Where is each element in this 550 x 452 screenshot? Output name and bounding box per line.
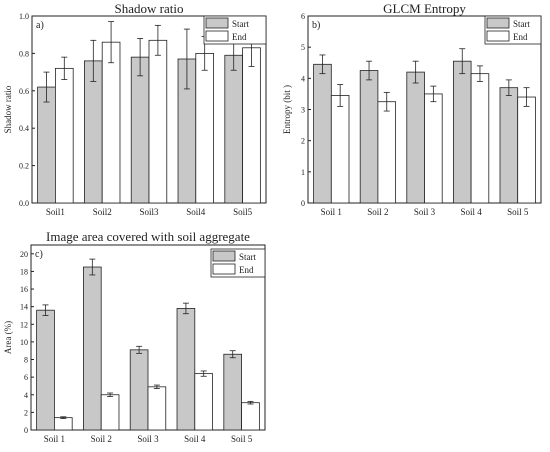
y-tick-label: 20: [20, 250, 28, 259]
y-tick-label: 14: [20, 303, 28, 312]
y-tick-label: 2: [301, 137, 305, 146]
legend-swatch-start: [212, 250, 236, 262]
x-tick-label: Soil3: [139, 207, 159, 217]
y-tick-label: 4: [301, 74, 305, 83]
chart-title: GLCM Entropy: [383, 1, 466, 16]
legend-label-start: Start: [513, 19, 530, 29]
panel-label: c): [35, 249, 43, 260]
y-tick-label: 12: [20, 320, 28, 329]
x-tick-label: Soil 3: [414, 207, 436, 217]
bar-end-3: [147, 386, 167, 431]
legend: Start End: [484, 15, 542, 45]
bar-start-2: [359, 70, 379, 204]
x-tick-label: Soil 2: [367, 207, 388, 217]
legend-label-start: Start: [239, 252, 256, 262]
x-tick-label: Soil4: [186, 207, 206, 217]
bar-end-1: [55, 67, 74, 204]
bar-start-2: [84, 60, 103, 204]
x-tick-label: Soil 1: [44, 434, 65, 444]
chart-panel-3: Image area covered with soil aggregate 0 2…: [3, 229, 266, 444]
bar-end-3: [424, 93, 443, 204]
x-tick-label: Soil 4: [184, 434, 206, 444]
y-axis-label: Shadow ratio: [3, 85, 13, 133]
legend-swatch-start: [205, 17, 229, 29]
y-tick-label: 18: [20, 267, 28, 276]
bar-start-2: [83, 266, 102, 431]
legend-swatch-end: [212, 263, 236, 275]
y-tick-label: 0: [301, 199, 305, 208]
panel-label: b): [312, 20, 320, 31]
y-tick-label: 0.6: [19, 87, 29, 96]
y-tick-label: 4: [24, 391, 28, 400]
y-tick-label: 8: [24, 356, 28, 365]
x-tick-label: Soil 3: [137, 434, 159, 444]
bar-end-2: [101, 41, 121, 204]
chart-title: Shadow ratio: [115, 1, 184, 16]
y-axis-label: Area (%): [3, 321, 13, 354]
bar-start-3: [129, 349, 149, 431]
bar-start-5: [499, 87, 519, 204]
x-tick-label: Soil 5: [507, 207, 529, 217]
legend-label-end: End: [239, 265, 254, 275]
x-tick-label: Soil 1: [321, 207, 342, 217]
bar-end-1: [54, 417, 73, 431]
y-tick-label: 5: [301, 43, 305, 52]
chart-panel-2: GLCM Entropy 0 1 2 3 4 5 6 Entropy (bit ) b) Soil …: [282, 1, 542, 217]
x-tick-label: Soil 4: [460, 207, 482, 217]
x-tick-label: Soil 2: [91, 434, 112, 444]
bar-start-5: [224, 54, 243, 204]
bar-end-5: [242, 47, 261, 204]
chart-panel-1: Shadow ratio 0.0 0.2 0.4 0.6 0.8 1.0 Shadow rat…: [3, 1, 267, 217]
bar-start-4: [176, 308, 196, 431]
bar-end-3: [148, 39, 168, 204]
bar-end-4: [194, 373, 213, 431]
y-tick-label: 16: [20, 285, 28, 294]
bar-start-3: [406, 71, 425, 204]
y-tick-label: 0.0: [19, 199, 29, 208]
legend-label-end: End: [232, 32, 247, 42]
y-tick-label: 0: [24, 426, 28, 435]
chart-title: Image area covered with soil aggregate: [46, 229, 250, 244]
legend: Start End: [203, 15, 267, 45]
bar-start-1: [36, 309, 55, 431]
legend-swatch-start: [486, 17, 510, 29]
bar-end-2: [100, 394, 120, 431]
bar-start-3: [130, 56, 150, 204]
legend-swatch-end: [205, 30, 229, 42]
y-tick-label: 1.0: [19, 12, 29, 21]
y-tick-label: 3: [301, 106, 305, 115]
bar-end-4: [195, 53, 214, 204]
y-tick-label: 0.2: [19, 162, 29, 171]
y-tick-label: 10: [20, 338, 28, 347]
y-tick-label: 1: [301, 168, 305, 177]
y-tick-label: 2: [24, 408, 28, 417]
bar-start-5: [223, 353, 242, 431]
bar-end-5: [241, 402, 260, 431]
bar-start-4: [452, 60, 472, 204]
x-tick-label: Soil2: [93, 207, 112, 217]
legend-label-end: End: [513, 32, 528, 42]
y-tick-label: 0.4: [19, 124, 29, 133]
bar-end-5: [517, 96, 536, 204]
y-tick-label: 6: [24, 373, 28, 382]
bar-end-2: [377, 101, 397, 204]
bar-start-1: [313, 63, 332, 204]
bar-end-1: [330, 95, 350, 204]
x-tick-label: Soil 5: [231, 434, 253, 444]
bar-end-4: [470, 73, 490, 204]
x-tick-label: Soil5: [233, 207, 253, 217]
bar-start-1: [37, 86, 56, 204]
x-tick-label: Soil1: [46, 207, 65, 217]
panel-label: a): [36, 20, 44, 31]
y-tick-label: 0.8: [19, 49, 29, 58]
legend-label-start: Start: [232, 19, 249, 29]
y-tick-label: 6: [301, 12, 305, 21]
legend-swatch-end: [486, 30, 510, 42]
legend: Start End: [210, 248, 266, 278]
y-axis-label: Entropy (bit ): [282, 85, 292, 134]
